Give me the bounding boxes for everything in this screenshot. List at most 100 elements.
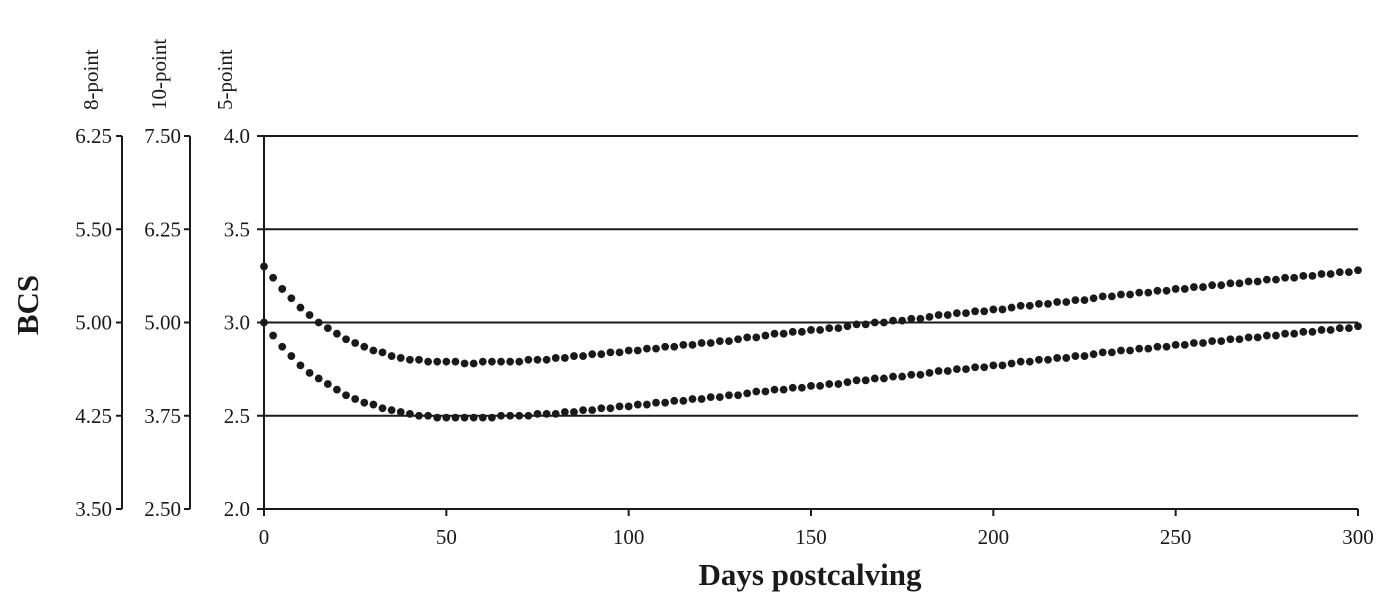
data-point	[788, 327, 797, 336]
data-point	[460, 359, 469, 368]
data-points	[260, 262, 1362, 422]
data-point	[1335, 268, 1344, 277]
data-point	[287, 352, 296, 360]
data-point	[706, 339, 715, 347]
data-point	[323, 324, 332, 332]
data-point	[870, 318, 879, 327]
data-point	[433, 357, 442, 366]
data-point	[1226, 279, 1235, 288]
data-point	[670, 342, 679, 351]
data-point	[1244, 277, 1253, 286]
x-tick-label: 250	[1160, 525, 1192, 549]
data-point	[606, 404, 615, 413]
axes	[116, 135, 1359, 516]
data-point	[1117, 346, 1125, 355]
data-point	[424, 357, 432, 366]
data-point	[1107, 292, 1116, 301]
data-point	[1053, 298, 1062, 306]
data-point	[779, 329, 788, 338]
data-point	[1272, 331, 1280, 340]
data-point	[870, 374, 879, 383]
data-point	[515, 411, 524, 420]
x-tick-label: 150	[795, 525, 827, 549]
data-point	[697, 395, 706, 403]
data-point	[1135, 288, 1144, 297]
data-point	[551, 354, 560, 362]
data-point	[588, 406, 597, 415]
y-tick-label-10-point: 3.75	[144, 404, 181, 428]
data-point	[1253, 333, 1262, 342]
data-point	[1335, 324, 1344, 332]
x-tick-label: 200	[978, 525, 1010, 549]
data-point	[351, 395, 360, 403]
y-tick-label-10-point: 7.50	[144, 124, 181, 148]
data-point	[1308, 327, 1317, 336]
data-point	[333, 385, 341, 394]
data-point	[1272, 275, 1280, 284]
data-point	[579, 352, 587, 360]
data-point	[570, 352, 578, 360]
data-point	[1135, 344, 1144, 353]
data-point	[652, 344, 660, 353]
data-point	[442, 357, 451, 366]
data-point	[478, 413, 487, 422]
data-point	[415, 355, 423, 364]
data-point	[1080, 296, 1089, 305]
data-point	[442, 413, 451, 422]
gridlines	[264, 135, 1358, 417]
data-point	[1290, 273, 1299, 282]
data-point	[807, 326, 815, 334]
data-point	[533, 355, 542, 364]
x-tick-label: 0	[259, 525, 270, 549]
data-point	[706, 393, 715, 401]
data-point	[1162, 342, 1171, 351]
data-point	[1080, 352, 1089, 360]
data-point	[387, 406, 396, 415]
data-point	[1262, 275, 1271, 284]
data-point	[415, 411, 423, 420]
data-point	[1199, 283, 1207, 291]
data-point	[305, 311, 314, 319]
data-point	[1153, 286, 1162, 295]
data-point	[506, 357, 515, 366]
data-point	[1208, 337, 1217, 346]
data-point	[515, 357, 524, 366]
data-point	[1180, 285, 1189, 293]
data-point	[688, 395, 697, 403]
data-point	[1354, 266, 1362, 275]
data-point	[1062, 354, 1071, 362]
data-point	[497, 357, 505, 366]
data-point	[1053, 354, 1062, 362]
data-point	[1126, 346, 1134, 355]
data-point	[1144, 344, 1153, 353]
data-point	[952, 365, 961, 374]
data-point	[752, 333, 761, 342]
data-point	[260, 262, 268, 271]
y-axis-title: BCS	[10, 275, 45, 335]
data-point	[296, 361, 305, 370]
x-tick-label: 100	[613, 525, 645, 549]
data-point	[1098, 292, 1107, 301]
data-point	[1299, 271, 1308, 280]
data-point	[506, 411, 515, 420]
data-point	[1226, 335, 1235, 344]
y-tick-label-8-point: 4.25	[75, 404, 112, 428]
data-point	[1025, 301, 1034, 310]
data-point	[880, 374, 888, 383]
data-point	[907, 314, 916, 323]
data-point	[889, 316, 897, 325]
data-point	[369, 346, 378, 355]
data-point	[697, 339, 706, 347]
data-point	[889, 372, 897, 381]
data-point	[342, 335, 350, 344]
data-point	[278, 342, 287, 351]
data-point	[861, 376, 870, 385]
data-point	[825, 324, 834, 332]
y-tick-label-8-point: 3.50	[75, 497, 112, 521]
data-point	[725, 337, 733, 346]
data-point	[1190, 339, 1198, 347]
data-point	[369, 400, 378, 409]
data-point	[1044, 355, 1052, 364]
data-point	[1281, 273, 1289, 282]
scale-labels: 5-point 10-point 8-point	[79, 39, 237, 110]
